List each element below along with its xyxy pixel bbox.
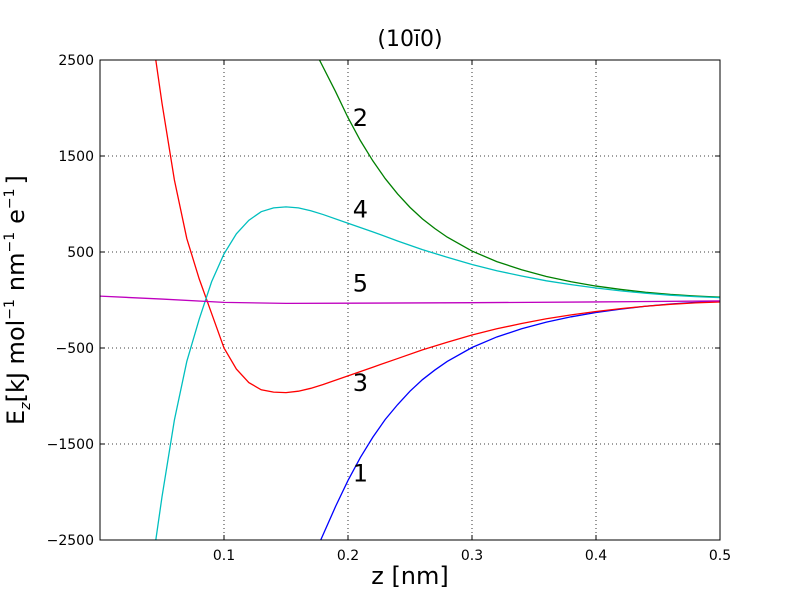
y-tick-label: −1500 — [47, 437, 94, 453]
series-line-3 — [155, 60, 720, 394]
curve-label-5: 5 — [353, 269, 368, 297]
curve-labels: 1 2 3 4 5 — [353, 104, 368, 487]
x-axis-title: z [nm] — [371, 562, 449, 590]
x-tick-label: 0.3 — [461, 548, 483, 564]
y-axis-title-unit-c: e — [2, 209, 30, 224]
grid — [100, 60, 720, 540]
y-axis-title-sup3: −1 — [2, 188, 18, 209]
y-axis-title-main: E — [2, 410, 30, 425]
series-line-2 — [318, 60, 720, 298]
y-axis-title-close: ] — [2, 175, 30, 184]
y-tick-label: 2500 — [58, 53, 94, 69]
y-tick-label: −500 — [56, 341, 94, 357]
curve-label-4: 4 — [353, 195, 368, 223]
y-axis-title-unit-b: nm — [2, 252, 30, 291]
series-line-4 — [155, 206, 720, 540]
series-layer — [100, 60, 720, 540]
x-tick-label: 0.1 — [213, 548, 235, 564]
y-axis-title-unit-a: [kJ mol — [2, 320, 30, 403]
series-line-5 — [100, 295, 720, 305]
curve-label-3: 3 — [353, 369, 368, 397]
ticks: 0.1 0.2 0.3 0.4 0.5 −2500 −1500 −500 500 1500 2500 — [47, 53, 731, 564]
plot-frame — [99, 59, 721, 541]
y-axis-title-sup1: −1 — [2, 299, 18, 320]
x-tick-label: 0.4 — [585, 548, 607, 564]
y-tick-label: 1500 — [58, 149, 94, 165]
x-tick-label: 0.5 — [709, 548, 731, 564]
y-axis-title-sub: z — [18, 402, 34, 411]
chart-title: (10ī0) — [377, 27, 442, 52]
y-tick-label: 500 — [67, 245, 94, 261]
y-tick-label: −2500 — [47, 533, 94, 549]
x-tick-label: 0.2 — [337, 548, 359, 564]
y-axis-title: Ez[kJ mol−1nm−1e−1] — [2, 175, 34, 425]
y-axis-title-sup2: −1 — [2, 232, 18, 253]
curve-label-1: 1 — [353, 459, 368, 487]
curve-label-2: 2 — [353, 104, 368, 132]
